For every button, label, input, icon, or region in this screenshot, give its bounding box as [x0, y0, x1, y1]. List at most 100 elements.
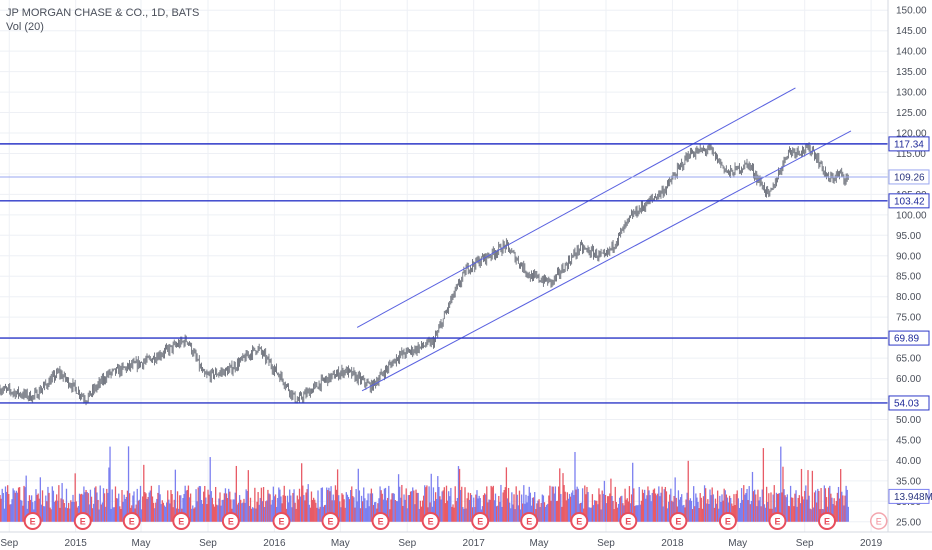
volume-bar — [824, 488, 827, 522]
volume-bar — [765, 486, 768, 522]
volume-bar — [607, 496, 609, 522]
volume-bar — [125, 496, 128, 522]
volume-bar — [14, 492, 16, 522]
volume-bar — [502, 492, 504, 522]
volume-bar — [785, 497, 787, 522]
volume-bar — [809, 508, 811, 522]
volume-bar — [3, 508, 6, 522]
time-tick-label: Sep — [796, 538, 814, 549]
volume-bar — [273, 496, 276, 522]
volume-bar — [186, 489, 188, 522]
volume-bar — [642, 492, 645, 522]
volume-bar — [37, 493, 39, 522]
volume-bar — [279, 489, 281, 522]
volume-bar — [232, 499, 234, 522]
volume-indicator-title[interactable]: Vol (20) — [6, 21, 44, 33]
current-volume-tag-box — [888, 488, 930, 504]
symbol-title[interactable]: JP MORGAN CHASE & CO., 1D, BATS — [6, 7, 200, 19]
volume-bar — [556, 500, 559, 522]
volume-bar — [551, 486, 553, 522]
volume-bar — [514, 509, 516, 522]
level-tag-box — [888, 395, 930, 411]
volume-bar — [299, 496, 302, 522]
volume-bar — [649, 495, 651, 522]
volume-bar — [652, 489, 655, 522]
volume-bar — [336, 469, 339, 522]
volume-bar — [322, 506, 325, 522]
volume-bar — [672, 501, 674, 522]
price-axis[interactable]: 25.0030.0035.0040.0045.0050.0055.0060.00… — [887, 0, 932, 532]
volume-bar — [9, 504, 11, 522]
earnings-marker — [321, 512, 340, 530]
volume-bar — [755, 494, 757, 522]
earnings-marker — [122, 512, 141, 530]
volume-bar — [383, 488, 386, 522]
volume-bar — [527, 495, 529, 522]
volume-bar — [751, 471, 754, 522]
volume-bar — [486, 486, 488, 522]
volume-bar — [430, 473, 432, 522]
volume-bar — [689, 498, 692, 522]
volume-bar — [81, 493, 83, 522]
volume-bar — [589, 507, 591, 522]
volume-bar — [301, 463, 303, 522]
volume-bar — [330, 486, 332, 522]
volume-bar — [734, 505, 736, 522]
volume-bar — [788, 506, 791, 522]
volume-bar — [518, 490, 521, 522]
volume-bar — [39, 477, 41, 522]
volume-bar — [23, 485, 25, 522]
volume-bar — [305, 492, 307, 522]
volume-bar — [323, 505, 326, 522]
volume-bar — [40, 504, 43, 522]
price-tick-label: 35.00 — [896, 476, 921, 487]
volume-bar — [467, 492, 469, 522]
volume-bar — [248, 505, 251, 522]
volume-bar — [830, 493, 832, 522]
volume-bar — [746, 489, 748, 522]
volume-bar — [441, 491, 443, 522]
volume-bar — [475, 494, 477, 522]
volume-bar — [800, 468, 803, 522]
volume-bar — [674, 477, 676, 522]
volume-bar — [393, 493, 395, 522]
volume-bar — [191, 508, 193, 522]
volume-bar — [359, 508, 362, 522]
volume-bar — [364, 498, 366, 522]
volume-bar — [763, 504, 766, 522]
volume-bar — [163, 505, 166, 522]
volume-bar — [387, 497, 389, 522]
volume-bar — [196, 501, 198, 522]
volume-bar — [446, 500, 449, 522]
volume-bar — [296, 495, 298, 522]
volume-bar — [166, 502, 168, 522]
volume-bar — [575, 489, 577, 522]
volume-bar — [355, 489, 357, 522]
volume-bar — [803, 499, 805, 522]
volume-bar — [577, 488, 579, 522]
volume-bar — [744, 494, 746, 522]
volume-bar — [513, 494, 515, 522]
volume-bar — [773, 485, 775, 522]
price-tick-label: 65.00 — [896, 354, 921, 365]
volume-bar — [628, 486, 631, 522]
time-axis[interactable]: Sep 2015 May Sep 2016 May Sep 2017 May Sep 2018 May… — [0, 531, 932, 549]
volume-bar — [538, 499, 540, 522]
channel-line — [356, 87, 796, 328]
volume-bar — [304, 500, 306, 522]
volume-bar — [15, 490, 18, 522]
volume-bar — [465, 508, 467, 522]
volume-bar — [160, 504, 162, 522]
volume-bar — [810, 509, 812, 522]
volume-bar — [713, 507, 716, 522]
volume-bar — [444, 503, 447, 522]
volume-bar — [143, 464, 145, 522]
volume-bar — [807, 470, 809, 522]
volume-bar — [237, 502, 240, 522]
volume-bar — [615, 502, 618, 522]
volume-bar — [413, 490, 415, 522]
volume-bar — [798, 495, 800, 522]
price-tick-label: 50.00 — [896, 415, 921, 426]
